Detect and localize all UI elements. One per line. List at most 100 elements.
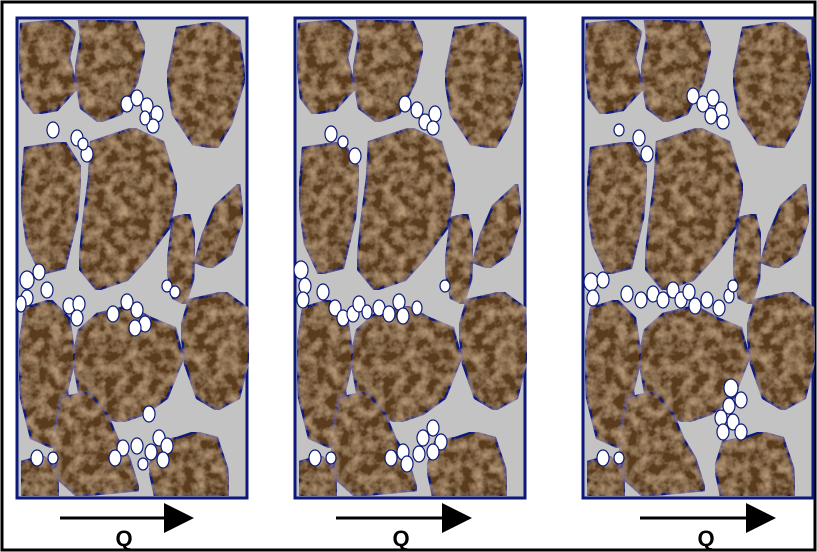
panel-3-grain: [585, 140, 649, 276]
panel-1-particle: [46, 121, 60, 139]
panel-3-grain: [745, 290, 817, 412]
panel-3-particle: [734, 423, 748, 441]
panel-1-particle: [156, 451, 170, 469]
panel-3-particle: [686, 87, 700, 105]
panel-3-particle: [634, 291, 648, 309]
panel-3-particle: [596, 271, 610, 289]
panel-3-particle: [613, 451, 625, 465]
panel-2-grain: [295, 18, 357, 116]
panel-3-particle: [727, 279, 739, 293]
panel-1-particle: [116, 439, 130, 457]
panel-1-grain: [19, 140, 83, 276]
panel-1-particle: [161, 279, 173, 293]
panel-3-particle: [632, 129, 646, 147]
flow-arrow-2: Q: [336, 503, 472, 551]
panel-3-particle: [596, 449, 610, 467]
panel-3-particle: [706, 89, 720, 107]
panel-2-particle: [308, 449, 322, 467]
panel-1-particle: [146, 118, 160, 134]
panel-3-particle: [586, 289, 600, 307]
panel-2-grains: [295, 18, 529, 498]
panel-1-particle: [137, 457, 149, 471]
flow-arrow-3: Q: [640, 503, 776, 551]
panel-2-particle: [426, 419, 440, 437]
panel-2-particle: [328, 299, 342, 317]
panel-3-grain: [759, 182, 811, 270]
panel-1-particle: [120, 293, 134, 311]
panel-3-particle: [704, 107, 718, 125]
panel-2-grain: [355, 126, 457, 292]
panel-2-particle: [382, 305, 396, 323]
panel-1-grain: [179, 290, 251, 412]
panel-1-particle: [128, 319, 142, 337]
panel-2-grain: [471, 182, 523, 270]
panel-1-grain: [193, 182, 245, 270]
panel-3-particle: [620, 285, 634, 303]
panel-2-particle: [396, 307, 410, 325]
panel-3-grain: [731, 20, 813, 150]
panel-1-grain: [165, 212, 197, 306]
panel-1-particle: [130, 89, 144, 107]
panel-2-particle: [410, 101, 424, 119]
panel-1-particle: [72, 295, 86, 313]
panel-3-grain: [713, 430, 797, 498]
flow-label-2: Q: [392, 526, 409, 551]
panel-3-particle: [734, 391, 748, 409]
panel-1-grain: [77, 126, 179, 292]
panel-1-particle: [47, 451, 59, 465]
flow-label-1: Q: [115, 526, 132, 551]
panel-2-grain: [443, 212, 475, 306]
panel-2-particle: [411, 300, 423, 316]
panel-1-particle: [19, 270, 35, 290]
panel-2-particle: [361, 304, 373, 320]
panel-2-particle: [412, 445, 426, 463]
panel-3-particle: [712, 299, 726, 317]
panel-3-particle: [613, 123, 625, 137]
panel-3-grain: [583, 18, 645, 116]
panel-2-particles: [293, 95, 451, 473]
panel-1-particle: [106, 305, 120, 323]
panel-3-grain: [643, 126, 745, 292]
panel-1-particle: [142, 405, 156, 423]
panel-1-particle: [70, 309, 84, 327]
panel-2-particle: [316, 283, 330, 301]
panel-3-particle: [700, 291, 714, 309]
panel-1-particle: [139, 110, 151, 126]
panel-1-particle: [130, 437, 144, 455]
panel-2-particle: [426, 120, 440, 136]
panel-2-grain: [457, 290, 529, 412]
panel-1-grain: [17, 18, 79, 116]
panel-2-particle: [293, 260, 309, 280]
panel-1-particle: [108, 449, 122, 467]
panel-2-particle: [352, 295, 366, 313]
panel-2-particle: [325, 451, 337, 465]
panel-2-grain: [443, 20, 525, 150]
panel-1-particle: [32, 263, 46, 281]
panel-2-particle: [428, 105, 442, 123]
panel-3: [581, 16, 817, 500]
panel-1-particle: [15, 295, 27, 313]
panel-2-particle: [400, 455, 414, 473]
panel-1-particle: [144, 443, 158, 461]
panel-3-grains: [583, 18, 817, 498]
panel-1-particle: [169, 285, 181, 299]
panel-2-particle: [398, 95, 412, 113]
panel-1-particle: [30, 449, 44, 467]
panel-2-particle: [337, 135, 349, 149]
panel-3-particles: [583, 87, 748, 467]
panel-1: [15, 16, 251, 500]
panel-3-particle: [666, 281, 680, 299]
panel-2-particle: [434, 433, 448, 451]
panel-3-particle: [688, 297, 702, 315]
panel-1-particles: [15, 89, 181, 471]
flow-label-3: Q: [697, 526, 714, 551]
panel-2-particle: [384, 449, 398, 467]
panel-2: [293, 16, 529, 500]
panel-3-particle: [682, 283, 696, 301]
panel-2-particle: [439, 279, 451, 293]
panel-3-particle: [716, 114, 730, 130]
panel-2-particle: [348, 147, 362, 165]
panel-1-particle: [77, 137, 89, 151]
panel-3-grain: [637, 304, 751, 424]
